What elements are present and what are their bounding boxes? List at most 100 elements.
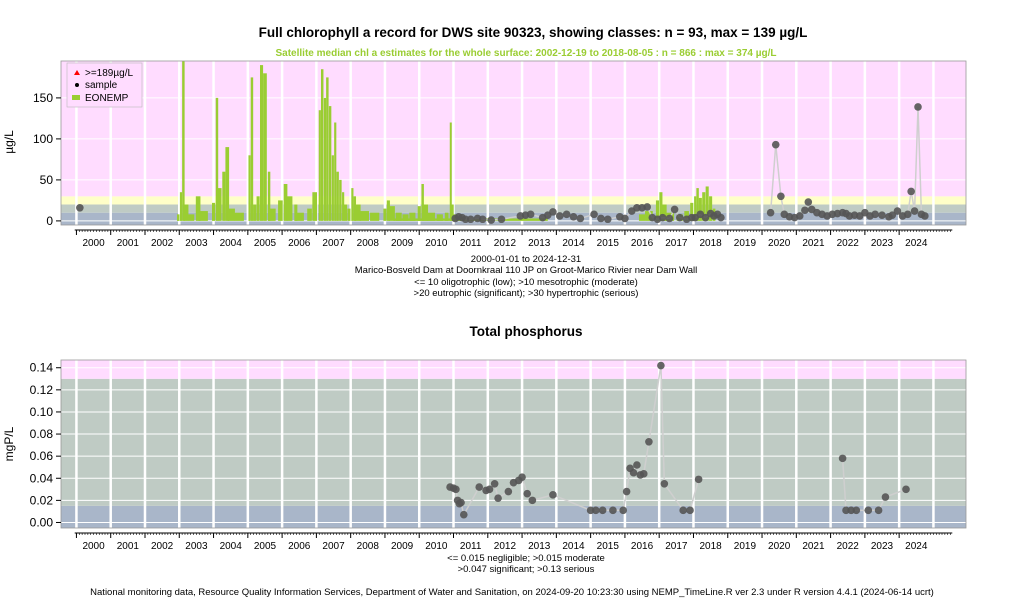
sample-link [463, 486, 480, 516]
sample-point [452, 485, 460, 494]
satellite-bar [320, 69, 324, 221]
satellite-bar [225, 147, 230, 221]
satellite-bar [212, 202, 216, 221]
y-tick-label: 0 [46, 214, 53, 228]
satellite-bar [256, 196, 260, 221]
x-tick-label: 2004 [220, 541, 243, 552]
sample-point [457, 498, 465, 507]
x-tick-label: 2001 [117, 238, 140, 249]
y-tick-label: 0.00 [30, 515, 54, 529]
x-tick-label: 2005 [254, 238, 277, 249]
satellite-bar [342, 192, 345, 221]
satellite-bar [698, 197, 702, 221]
sample-point [76, 203, 84, 212]
sample-point [795, 212, 804, 220]
x-tick-label: 2005 [254, 541, 277, 552]
sample-point [914, 103, 922, 111]
chart1-subtitle: Satellite median chl a estimates for the… [276, 48, 777, 59]
satellite-bar [179, 192, 183, 221]
satellite-bar [417, 206, 421, 221]
y-tick-label: 100 [33, 132, 53, 146]
sample-link [552, 494, 591, 512]
satellite-bar [188, 214, 195, 221]
x-tick-label: 2020 [768, 541, 791, 552]
sample-point [633, 461, 641, 469]
chart1-title: Full chlorophyll a record for DWS site 9… [259, 25, 808, 40]
satellite-bar [347, 208, 351, 221]
x-tick-label: 2011 [460, 238, 482, 249]
sample-point [777, 192, 785, 201]
x-tick-label: 2024 [905, 541, 928, 552]
sample-point [902, 485, 910, 494]
x-tick-label: 2004 [220, 238, 243, 249]
chart1-plot-area: 0 50 100 150 2000 2001 2002 2003 2004 2005 2006 200… [33, 60, 967, 249]
sample-point [701, 213, 710, 222]
satellite-bar [436, 214, 443, 221]
satellite-bar [334, 122, 337, 221]
satellite-bar [690, 202, 694, 221]
sample-point [475, 483, 484, 491]
sample-point [888, 211, 897, 219]
x-tick-label: 2021 [802, 541, 825, 552]
sample-link [625, 468, 631, 492]
satellite-bar [645, 211, 653, 221]
sample-point [686, 506, 694, 515]
sample-point [871, 210, 879, 219]
x-tick-label: 2009 [391, 541, 414, 552]
sample-point [881, 493, 890, 501]
class-band-hypertrophic [61, 61, 966, 197]
chart2-note-1: <= 0.015 negligible; >0.015 moderate [447, 553, 605, 564]
y-tick-label: 0.06 [30, 449, 54, 463]
sample-point [645, 437, 653, 446]
satellite-bar [195, 196, 201, 221]
sample-point [660, 479, 669, 488]
x-tick-label: 2008 [357, 238, 380, 249]
sample-link [648, 365, 662, 442]
satellite-bar [263, 73, 267, 221]
satellite-bar [696, 188, 699, 221]
sample-point [910, 207, 919, 215]
satellite-bar [318, 110, 321, 221]
sample-point [874, 506, 883, 515]
sample-point [576, 214, 585, 223]
sample-point [490, 479, 499, 488]
x-tick-label: 2021 [802, 238, 825, 249]
x-tick-label: 2001 [117, 541, 140, 552]
class-band-mesotrophic [61, 204, 966, 213]
x-tick-label: 2016 [631, 238, 654, 249]
satellite-bar [662, 204, 667, 221]
legend-dot-icon [75, 83, 79, 87]
satellite-bar [444, 212, 449, 221]
sample-point [694, 475, 703, 484]
x-tick-label: 2015 [597, 238, 620, 249]
x-tick-label: 2010 [425, 238, 448, 249]
sample-point [497, 215, 506, 224]
sample-point [466, 215, 475, 224]
satellite-bar [198, 211, 208, 221]
x-tick-label: 2002 [151, 541, 174, 552]
sample-point [804, 198, 813, 206]
sample-point [590, 210, 598, 219]
legend-entry-sample: sample [85, 80, 118, 91]
satellite-bar [427, 212, 436, 221]
x-tick-label: 2018 [699, 238, 722, 249]
x-tick-label: 2013 [528, 541, 551, 552]
x-tick-label: 2002 [151, 238, 174, 249]
x-tick-label: 2011 [460, 541, 482, 552]
sample-point [549, 491, 557, 499]
x-tick-label: 2016 [631, 541, 654, 552]
chart2-note-2: >0.047 significant; >0.13 serious [458, 564, 595, 575]
sample-point [518, 473, 526, 481]
sample-link [913, 106, 919, 212]
x-tick-label: 2003 [185, 238, 208, 249]
sample-point [665, 214, 674, 223]
satellite-bar [659, 192, 663, 221]
x-tick-label: 2012 [494, 541, 517, 552]
sample-link [906, 191, 912, 215]
sample-point [598, 506, 607, 515]
satellite-bar [705, 186, 709, 221]
satellite-bar [359, 211, 370, 221]
satellite-bar [227, 208, 235, 221]
sample-point [549, 208, 557, 216]
satellite-bar [283, 184, 288, 221]
